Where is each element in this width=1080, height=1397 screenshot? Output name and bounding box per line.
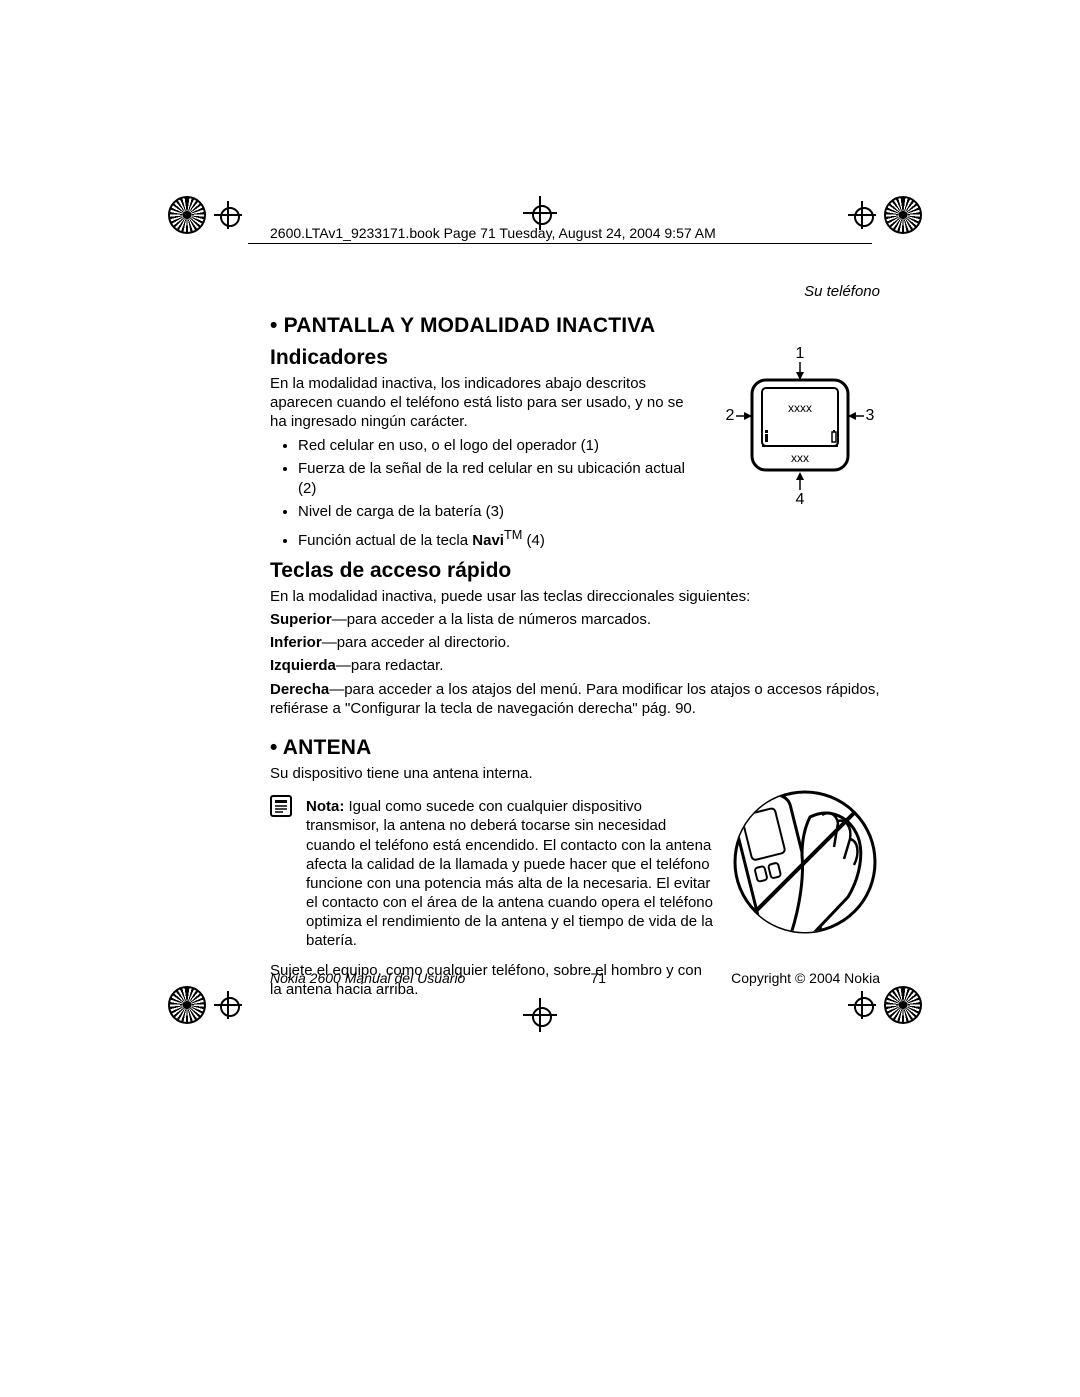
page-footer: Nokia 2600 Manual del Usuario 71 Copyrig… bbox=[270, 970, 880, 986]
tecla-row: Inferior—para acceder al directorio. bbox=[270, 633, 880, 652]
nota-text: Nota: Igual como sucede con cualquier di… bbox=[306, 797, 714, 951]
teclas-intro: En la modalidad inactiva, puede usar las… bbox=[270, 587, 880, 606]
h2-teclas: Teclas de acceso rápido bbox=[270, 559, 880, 583]
antena-intro: Su dispositivo tiene una antena interna. bbox=[270, 764, 880, 783]
screen-diagram: 1 2 3 4 bbox=[720, 342, 880, 555]
bullet-item: Fuerza de la señal de la red celular en … bbox=[298, 459, 702, 500]
footer-left: Nokia 2600 Manual del Usuario bbox=[270, 970, 465, 986]
reg-bottom-left bbox=[168, 986, 250, 1024]
svg-text:1: 1 bbox=[796, 345, 805, 362]
indicadores-list: Red celular en uso, o el logo del operad… bbox=[270, 436, 702, 551]
svg-text:3: 3 bbox=[866, 407, 875, 424]
footer-page: 71 bbox=[590, 970, 606, 986]
book-header: 2600.LTAv1_9233171.book Page 71 Tuesday,… bbox=[270, 225, 880, 241]
svg-text:2: 2 bbox=[726, 407, 735, 424]
svg-text:xxxx: xxxx bbox=[788, 401, 812, 415]
footer-right: Copyright © 2004 Nokia bbox=[731, 970, 880, 986]
tecla-row: Izquierda—para redactar. bbox=[270, 656, 880, 675]
bullet-item: Función actual de la tecla NaviTM (4) bbox=[298, 526, 702, 551]
bullet-item: Red celular en uso, o el logo del operad… bbox=[298, 436, 702, 456]
svg-text:xxx: xxx bbox=[791, 451, 809, 465]
svg-text:4: 4 bbox=[796, 491, 805, 508]
note-icon bbox=[270, 795, 294, 955]
h1-antena: • ANTENA bbox=[270, 736, 880, 760]
running-head: Su teléfono bbox=[270, 283, 880, 300]
indicadores-intro: En la modalidad inactiva, los indicadore… bbox=[270, 374, 702, 432]
page-content: 2600.LTAv1_9233171.book Page 71 Tuesday,… bbox=[270, 225, 880, 1003]
bullet-item: Nivel de carga de la batería (3) bbox=[298, 502, 702, 522]
h2-indicadores: Indicadores bbox=[270, 346, 702, 370]
h1-pantalla: • PANTALLA Y MODALIDAD INACTIVA bbox=[270, 314, 880, 338]
reg-top-left bbox=[168, 196, 250, 234]
center-mark-bottom bbox=[523, 998, 557, 1032]
tecla-row: Superior—para acceder a la lista de núme… bbox=[270, 610, 880, 629]
tecla-row: Derecha—para acceder a los atajos del me… bbox=[270, 680, 880, 718]
